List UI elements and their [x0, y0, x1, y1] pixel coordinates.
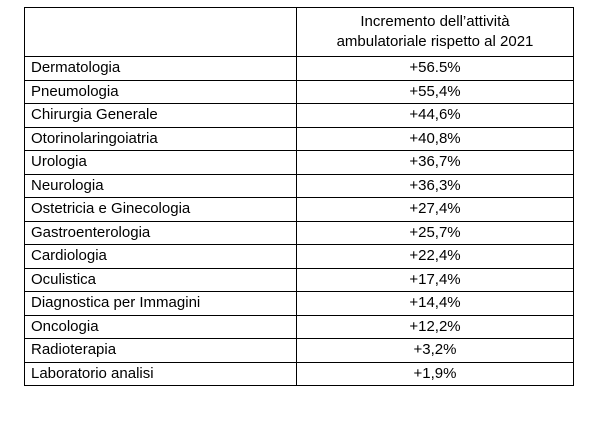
table-row: Dermatologia +56.5%	[24, 56, 574, 81]
specialty-cell: Neurologia	[24, 173, 297, 198]
specialty-cell: Oculistica	[24, 267, 297, 292]
header-cell-specialty	[24, 7, 297, 57]
increment-cell: +22,4%	[296, 244, 574, 269]
increment-cell: +36,7%	[296, 150, 574, 175]
specialty-cell: Diagnostica per Immagini	[24, 291, 297, 316]
increment-cell: +36,3%	[296, 173, 574, 198]
specialty-cell: Oncologia	[24, 314, 297, 339]
specialty-cell: Ostetricia e Ginecologia	[24, 197, 297, 222]
header-increment-line1: Incremento dell’attività	[360, 13, 510, 30]
header-cell-increment: Incremento dell’attività ambulatoriale r…	[296, 7, 574, 57]
table-header-row: Incremento dell’attività ambulatoriale r…	[24, 7, 574, 57]
specialty-cell: Pneumologia	[24, 79, 297, 104]
increment-cell: +14,4%	[296, 291, 574, 316]
increment-cell: +25,7%	[296, 220, 574, 245]
increment-cell: +17,4%	[296, 267, 574, 292]
table-row: Cardiologia +22,4%	[24, 244, 574, 269]
increment-cell: +40,8%	[296, 126, 574, 151]
specialty-cell: Urologia	[24, 150, 297, 175]
increment-cell: +1,9%	[296, 361, 574, 386]
increment-cell: +44,6%	[296, 103, 574, 128]
specialty-cell: Dermatologia	[24, 56, 297, 81]
table-row: Ostetricia e Ginecologia +27,4%	[24, 197, 574, 222]
table-row: Diagnostica per Immagini +14,4%	[24, 291, 574, 316]
table-row: Chirurgia Generale +44,6%	[24, 103, 574, 128]
table-row: Neurologia +36,3%	[24, 173, 574, 198]
specialty-cell: Radioterapia	[24, 338, 297, 363]
specialty-cell: Gastroenterologia	[24, 220, 297, 245]
increment-cell: +56.5%	[296, 56, 574, 81]
table-row: Urologia +36,7%	[24, 150, 574, 175]
table-row: Pneumologia +55,4%	[24, 79, 574, 104]
table-row: Oncologia +12,2%	[24, 314, 574, 339]
table-row: Otorinolaringoiatria +40,8%	[24, 126, 574, 151]
table-row: Oculistica +17,4%	[24, 267, 574, 292]
specialty-cell: Otorinolaringoiatria	[24, 126, 297, 151]
table-row: Gastroenterologia +25,7%	[24, 220, 574, 245]
header-increment-line2: ambulatoriale rispetto al 2021	[336, 33, 534, 50]
table-body: Dermatologia +56.5% Pneumologia +55,4% C…	[24, 56, 574, 386]
increment-cell: +3,2%	[296, 338, 574, 363]
specialty-cell: Chirurgia Generale	[24, 103, 297, 128]
increment-table: Incremento dell’attività ambulatoriale r…	[24, 7, 574, 386]
increment-cell: +55,4%	[296, 79, 574, 104]
table-row: Laboratorio analisi +1,9%	[24, 361, 574, 386]
specialty-cell: Cardiologia	[24, 244, 297, 269]
specialty-cell: Laboratorio analisi	[24, 361, 297, 386]
increment-cell: +27,4%	[296, 197, 574, 222]
increment-cell: +12,2%	[296, 314, 574, 339]
table-row: Radioterapia +3,2%	[24, 338, 574, 363]
